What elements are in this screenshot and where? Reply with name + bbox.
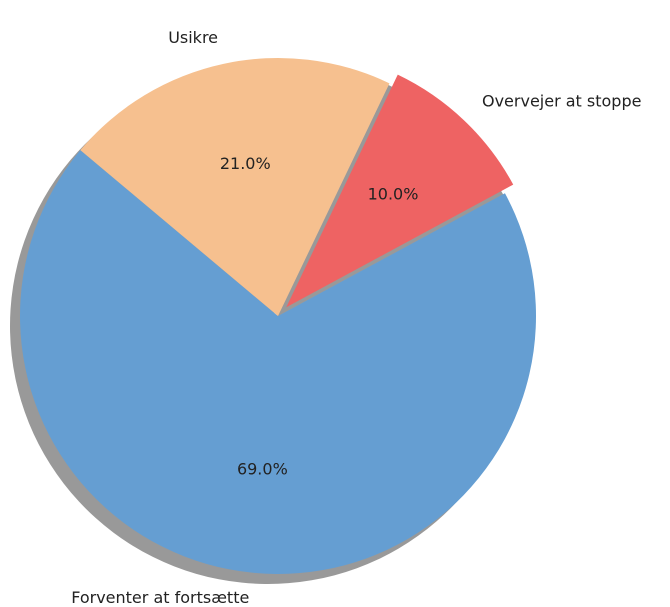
slice-label: Overvejer at stoppe [482,91,641,110]
slice [286,74,514,308]
percent-label: 10.0% [368,185,419,204]
slice-label: Usikre [168,28,218,47]
slice [80,58,390,316]
percent-label: 69.0% [237,460,288,479]
slice-label: Forventer at fortsætte [71,588,249,607]
percent-label: 21.0% [220,154,271,173]
slice [20,150,537,574]
